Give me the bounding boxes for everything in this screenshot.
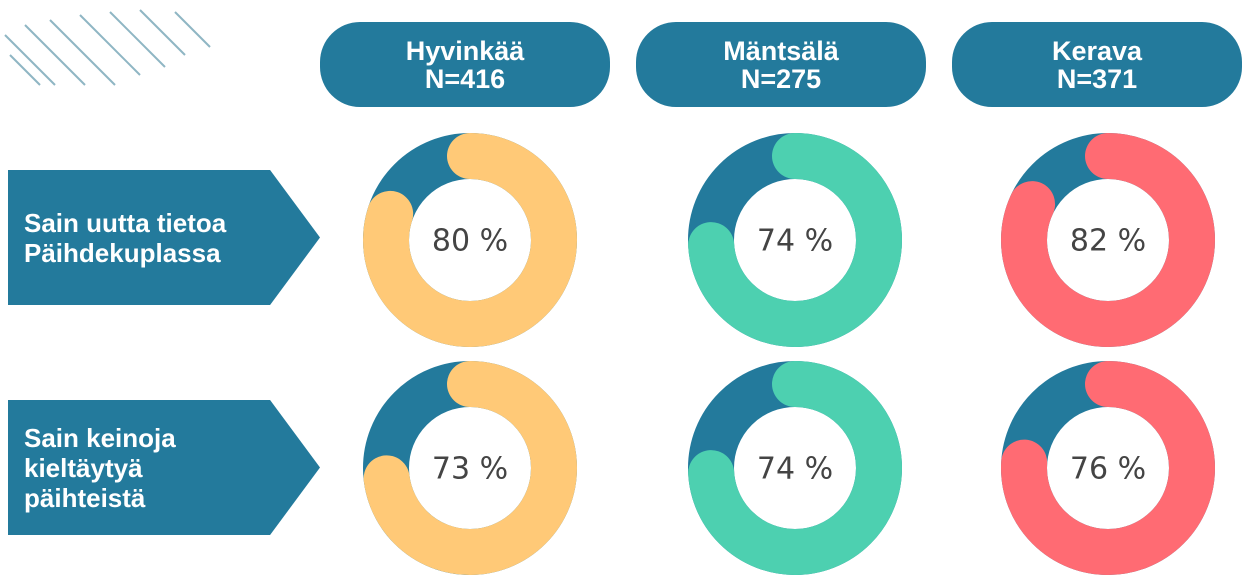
value-label: 82 %: [1070, 224, 1146, 259]
donut: 80 %: [363, 133, 577, 347]
value-label: 74 %: [757, 452, 833, 487]
donut-arc: [688, 361, 902, 575]
column-header: Hyvinkää N=416: [320, 22, 610, 107]
row-label: Sain uutta tietoa Päihdekuplassa: [8, 170, 320, 305]
donut: 82 %: [1001, 133, 1215, 347]
value-label: 76 %: [1070, 452, 1146, 487]
value-label: 73 %: [432, 452, 508, 487]
donut: 73 %: [363, 361, 577, 575]
sample-size: N=371: [1056, 63, 1138, 94]
donut-arc: [688, 133, 902, 347]
column-name: Hyvinkää: [405, 35, 525, 66]
decoration: [4, 9, 211, 86]
column-header: Mäntsälä N=275: [636, 22, 926, 107]
donut-arc: [363, 133, 577, 347]
value-label: 74 %: [757, 224, 833, 259]
sample-size: N=275: [740, 63, 822, 94]
donut: 74 %: [688, 361, 902, 575]
donut-arc: [363, 361, 577, 575]
value-label: 80 %: [432, 224, 508, 259]
column-name: Mäntsälä: [723, 35, 839, 66]
donut-arc: [1001, 133, 1215, 347]
donut: 76 %: [1001, 361, 1215, 575]
sample-size: N=416: [424, 63, 506, 94]
column-name: Kerava: [1051, 35, 1143, 66]
donut-arc: [1001, 361, 1215, 575]
donut: 74 %: [688, 133, 902, 347]
row-label: Sain keinoja kieltäytyä päihteistä: [8, 400, 320, 535]
column-header: Kerava N=371: [952, 22, 1242, 107]
